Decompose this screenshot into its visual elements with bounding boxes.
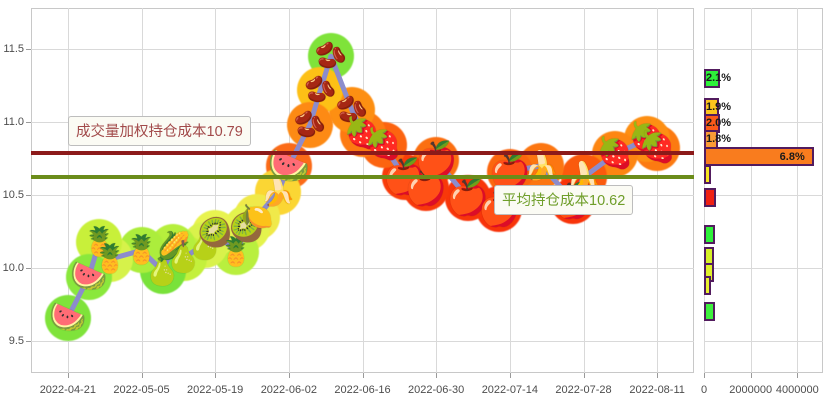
y-axis-tick-label: 9.5 (8, 334, 24, 347)
x-tick-mark (68, 373, 69, 378)
price-marker-apple-icon: 🍎 (414, 139, 458, 180)
price-marker-strawberry-icon: 🍓 (638, 130, 676, 166)
volume-by-price-panel (704, 8, 823, 373)
gridline-horizontal (31, 195, 694, 196)
x-axis-tick-label: 2022-06-16 (334, 384, 391, 396)
hist-gridline-horizontal (704, 49, 823, 50)
gridline-horizontal (31, 341, 694, 342)
price-marker-strawberry-icon: 🍓 (364, 127, 403, 163)
y-tick-mark (26, 268, 31, 269)
price-marker-watermelon-icon: 🍉 (70, 258, 108, 294)
x-axis-tick-label: 2022-04-21 (39, 384, 96, 396)
x-tick-mark (142, 373, 143, 378)
price-line (65, 53, 660, 320)
x-axis-tick-label: 2022-06-30 (408, 384, 465, 396)
x-tick-mark (289, 373, 290, 378)
price-marker-peas-icon: 🫘 (314, 41, 348, 72)
hist-x-axis-tick-label: 2000000 (729, 384, 773, 396)
y-tick-mark (26, 122, 31, 123)
price-marker-kiwi-icon: 🥝 (229, 211, 265, 245)
volume-bar (704, 188, 717, 208)
y-axis-tick-label: 10.0 (2, 261, 24, 274)
x-tick-mark (436, 373, 437, 378)
hist-x-tick-mark (797, 373, 798, 378)
reference-line-volume-weighted-cost (31, 150, 694, 155)
hist-x-tick-mark (704, 373, 705, 378)
price-marker-strawberry-icon: 🍓 (627, 121, 666, 157)
y-axis-tick-label: 10.5 (2, 188, 24, 201)
price-marker-strawberry-icon: 🍓 (343, 115, 382, 151)
price-marker-peas-icon: 🫘 (293, 109, 327, 140)
x-axis-tick-label: 2022-05-05 (113, 384, 170, 396)
reference-label-volume-weighted-cost: 成交量加权持仓成本10.79 (68, 115, 251, 146)
price-marker-pear-icon: 🍐 (143, 252, 182, 288)
hist-gridline-horizontal (704, 122, 823, 123)
volume-bar-percent-label: 2.0% (706, 117, 732, 130)
price-marker-banana-icon: 🍌 (523, 148, 559, 182)
price-marker-banana-icon: 🍌 (260, 174, 296, 208)
y-tick-mark (26, 341, 31, 342)
hist-gridline-horizontal (704, 268, 823, 269)
price-marker-apple-icon: 🍎 (446, 177, 489, 218)
volume-bar-percent-label: 6.8% (779, 150, 805, 163)
price-marker-corn-icon: 🌽 (155, 230, 191, 264)
volume-bar (704, 147, 814, 167)
x-tick-mark (215, 373, 216, 378)
gridline-vertical (142, 8, 143, 373)
hist-x-axis-tick-label: 4000000 (775, 384, 819, 396)
gridline-vertical (68, 8, 69, 373)
price-marker-peas-icon: 🫘 (304, 74, 337, 105)
x-axis-tick-label: 2022-06-02 (260, 384, 317, 396)
x-tick-mark (363, 373, 364, 378)
price-marker-kiwi-icon: 🥝 (197, 215, 233, 249)
hist-gridline-vertical (797, 8, 798, 373)
volume-bar-percent-label: 1.9% (706, 101, 732, 114)
x-tick-mark (584, 373, 585, 378)
price-marker-apple-icon: 🍎 (488, 151, 531, 192)
volume-bar-percent-label: 2.1% (706, 72, 732, 85)
price-marker-lemon-icon: 🍋 (241, 201, 274, 232)
gridline-vertical (363, 8, 364, 373)
gridline-vertical (215, 8, 216, 373)
gridline-vertical (657, 8, 658, 373)
hist-gridline-vertical (751, 8, 752, 373)
volume-bar-percent-label: 1.8% (706, 133, 732, 146)
volume-bar (704, 68, 721, 88)
x-axis-tick-label: 2022-07-14 (481, 384, 538, 396)
hist-x-tick-mark (751, 373, 752, 378)
volume-bar (704, 302, 716, 322)
x-tick-mark (510, 373, 511, 378)
x-axis-tick-label: 2022-05-19 (187, 384, 244, 396)
hist-gridline-horizontal (704, 195, 823, 196)
price-marker-pineapple-icon: 🍍 (218, 234, 254, 268)
y-axis-tick-label: 11.0 (3, 115, 24, 128)
price-marker-peas-icon: 🫘 (335, 95, 369, 126)
y-axis-tick-label: 11.5 (3, 42, 24, 55)
price-marker-watermelon-icon: 🍉 (49, 299, 87, 335)
volume-bar (704, 275, 711, 295)
volume-bar (704, 224, 715, 244)
price-marker-pear-icon: 🍐 (185, 226, 224, 262)
x-axis-tick-label: 2022-07-28 (555, 384, 612, 396)
volume-bar (704, 164, 711, 184)
price-marker-pineapple-icon: 🍍 (81, 224, 117, 258)
price-marker-pineapple-icon: 🍍 (92, 242, 128, 276)
gridline-horizontal (31, 268, 694, 269)
price-series: 🍉🍉🍍🍍🍍🍐🌽🍐🍐🥝🍍🥝🍋🍌🍉🫘🫘🫘🫘🍓🍓🍎🍎🍎🍎🍎🍎🍌🍎🍌🍓🍓🍓 (31, 8, 694, 373)
hist-x-axis-tick-label: 0 (700, 384, 708, 396)
price-marker-pineapple-icon: 🍍 (124, 233, 159, 267)
gridline-horizontal (31, 49, 694, 50)
reference-label-average-cost: 平均持仓成本10.62 (494, 185, 634, 216)
y-tick-mark (26, 49, 31, 50)
x-tick-mark (657, 373, 658, 378)
x-axis-tick-label: 2022-08-11 (629, 384, 685, 396)
price-marker-pear-icon: 🍐 (164, 239, 203, 275)
reference-line-average-cost (31, 175, 694, 180)
hist-gridline-horizontal (704, 341, 823, 342)
volume-by-price-bars: 2.1% 1.9% 2.0% 1.8% 6.8% (704, 8, 823, 373)
y-tick-mark (26, 195, 31, 196)
